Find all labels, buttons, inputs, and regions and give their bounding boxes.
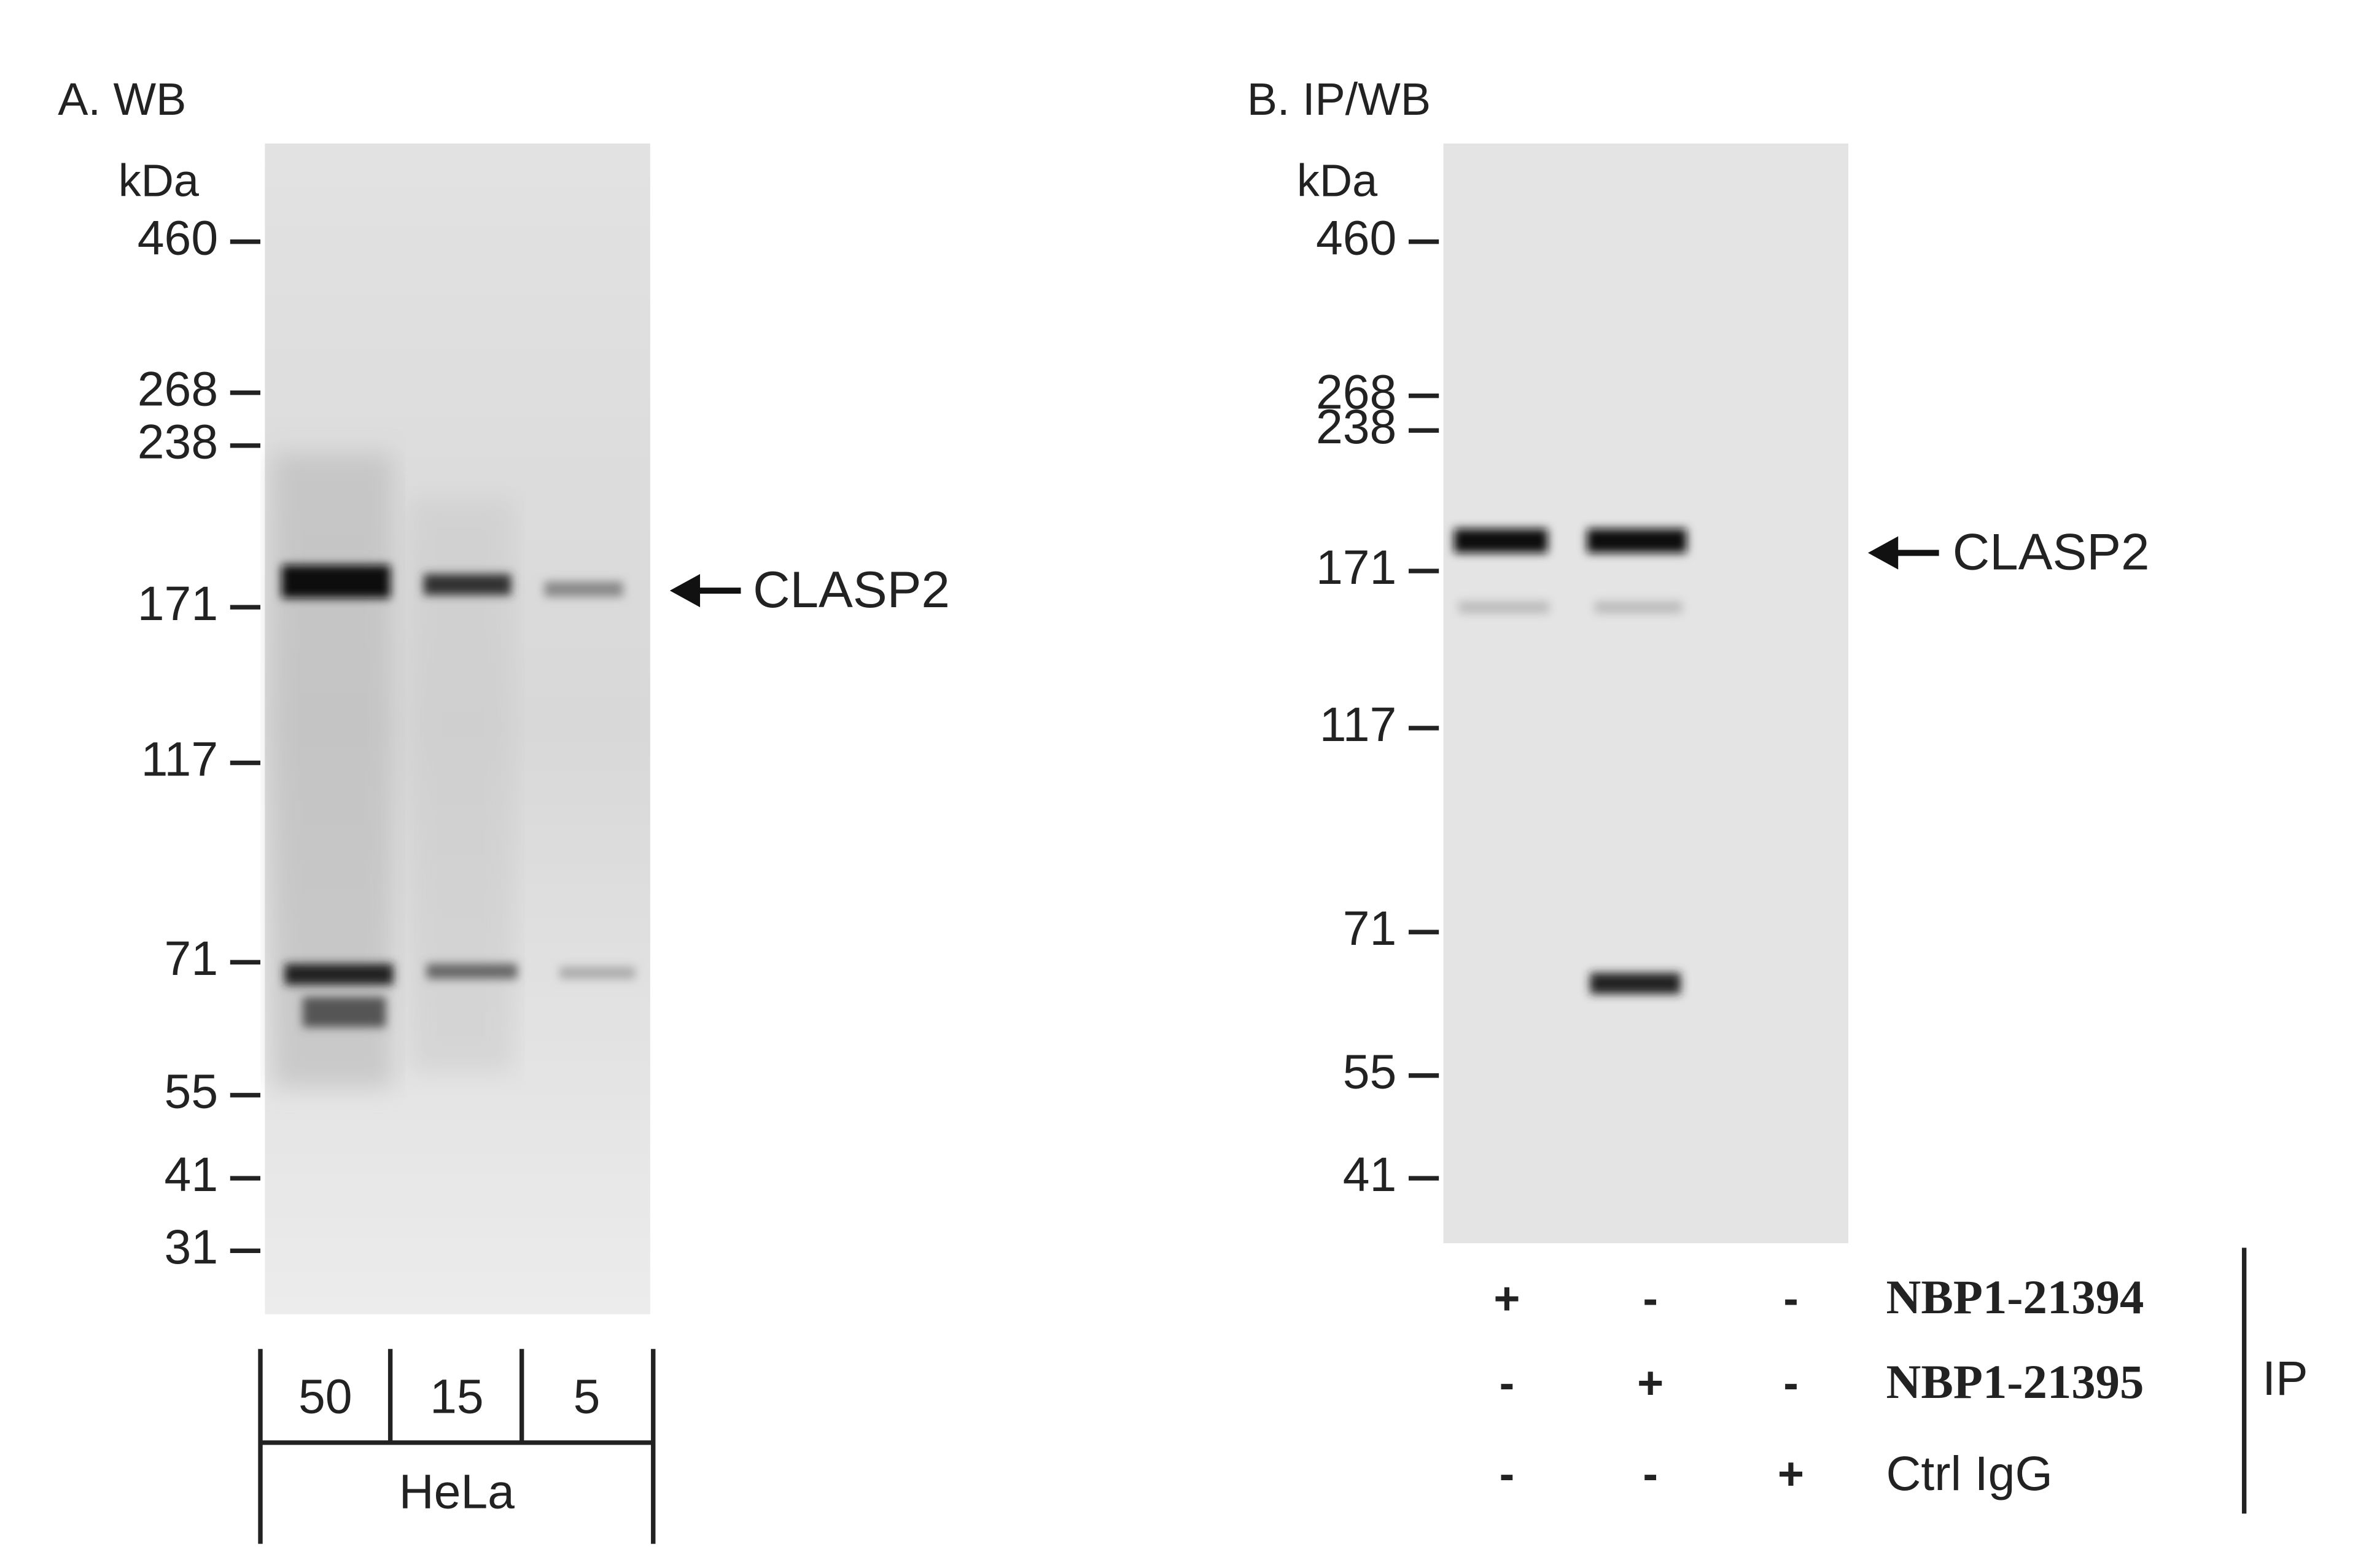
marker-label: 460 xyxy=(138,211,218,265)
sign: - xyxy=(1500,1357,1515,1408)
marker-label: 41 xyxy=(1343,1147,1397,1201)
marker-label: 171 xyxy=(138,576,218,631)
panel-title: A. WB xyxy=(58,74,186,125)
blot-b xyxy=(1443,143,1849,1243)
marker-label: 55 xyxy=(165,1065,219,1119)
target-label: CLASP2 xyxy=(1953,523,2150,581)
arrow xyxy=(669,536,1939,608)
sign: + xyxy=(1493,1273,1520,1324)
lane-label: 50 xyxy=(298,1370,352,1424)
sign: - xyxy=(1643,1448,1658,1499)
marker-label: 55 xyxy=(1343,1045,1397,1099)
marker-label: 117 xyxy=(141,732,219,786)
lane-label: 15 xyxy=(430,1370,484,1424)
lane-label: 5 xyxy=(574,1370,601,1424)
sample-label: HeLa xyxy=(399,1465,515,1519)
marker-label: 238 xyxy=(1316,400,1396,454)
row-label: NBP1-21395 xyxy=(1886,1356,2144,1409)
sign: - xyxy=(1783,1357,1799,1408)
sign: + xyxy=(1778,1448,1804,1499)
sign: - xyxy=(1643,1273,1658,1324)
marker-label: 171 xyxy=(1316,540,1396,594)
group-label: IP xyxy=(2262,1351,2308,1405)
lane-frame xyxy=(258,1248,2247,1544)
marker-label: 41 xyxy=(165,1147,219,1201)
sign: - xyxy=(1500,1448,1515,1499)
marker-label: 460 xyxy=(1316,211,1396,265)
marker-label: 71 xyxy=(165,931,219,985)
panel-title: B. IP/WB xyxy=(1247,74,1431,125)
marker-label: 238 xyxy=(138,415,218,469)
row-label: Ctrl IgG xyxy=(1886,1446,2053,1500)
marker-label: 268 xyxy=(1316,365,1396,419)
marker-label: 71 xyxy=(1343,901,1397,955)
blot-a xyxy=(265,143,650,1314)
sign: + xyxy=(1637,1357,1663,1408)
unit-label: kDa xyxy=(1297,155,1378,206)
row-label: NBP1-21394 xyxy=(1886,1271,2144,1324)
marker-label: 117 xyxy=(1320,697,1397,751)
marker-label: 268 xyxy=(138,362,218,416)
sign: - xyxy=(1783,1273,1799,1324)
target-label: CLASP2 xyxy=(753,561,950,618)
unit-label: kDa xyxy=(119,155,200,206)
marker-label: 31 xyxy=(165,1220,219,1274)
